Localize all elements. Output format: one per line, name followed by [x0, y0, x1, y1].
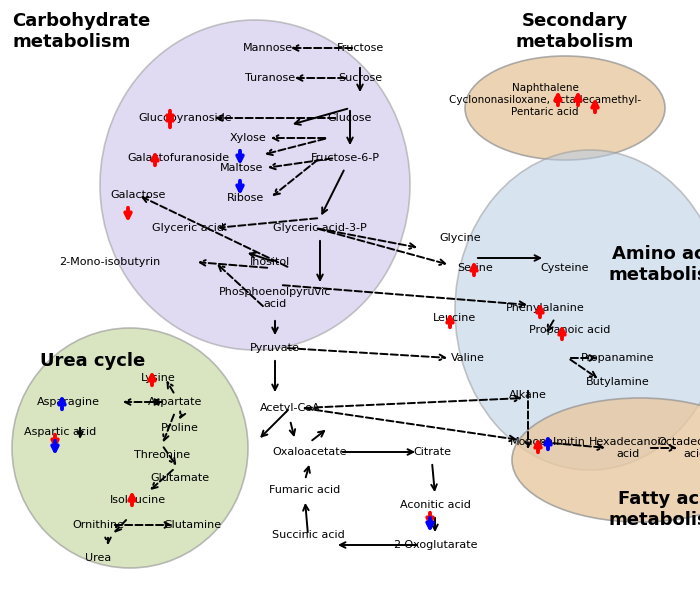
- Text: Pyruvate: Pyruvate: [250, 343, 300, 353]
- Text: Propanamine: Propanamine: [581, 353, 655, 363]
- Text: Proline: Proline: [161, 423, 199, 433]
- Text: Phenylalanine: Phenylalanine: [505, 303, 584, 313]
- Text: Galactose: Galactose: [111, 190, 166, 200]
- Text: Naphthalene
Cyclononasiloxane, octadecamethyl-
Pentaric acid: Naphthalene Cyclononasiloxane, octadecam…: [449, 83, 641, 117]
- Text: Glutamine: Glutamine: [163, 520, 221, 530]
- Text: Lysine: Lysine: [141, 373, 176, 383]
- Text: Hexadecanoic
acid: Hexadecanoic acid: [589, 437, 667, 459]
- Text: Xylose: Xylose: [230, 133, 267, 143]
- Ellipse shape: [512, 398, 700, 522]
- Text: Glyceric acid-3-P: Glyceric acid-3-P: [273, 223, 367, 233]
- Text: Fructose-6-P: Fructose-6-P: [311, 153, 379, 163]
- Text: Butylamine: Butylamine: [586, 377, 650, 387]
- Text: Leucine: Leucine: [433, 313, 477, 323]
- Text: Serine: Serine: [457, 263, 493, 273]
- Text: Fumaric acid: Fumaric acid: [270, 485, 341, 495]
- Text: Succinic acid: Succinic acid: [272, 530, 344, 540]
- Text: Urea cycle: Urea cycle: [40, 352, 146, 370]
- Text: Galactofuranoside: Galactofuranoside: [127, 153, 229, 163]
- Text: Glucopyranoside: Glucopyranoside: [138, 113, 232, 123]
- Text: Citrate: Citrate: [413, 447, 451, 457]
- Ellipse shape: [465, 56, 665, 160]
- Text: Oxaloacetate: Oxaloacetate: [273, 447, 347, 457]
- Text: Amino acid
metabolism: Amino acid metabolism: [609, 245, 700, 284]
- Text: Glutamate: Glutamate: [150, 473, 209, 483]
- Text: Alkane: Alkane: [509, 390, 547, 400]
- Text: Urea: Urea: [85, 553, 111, 563]
- Text: Glycine: Glycine: [439, 233, 481, 243]
- Text: Maltose: Maltose: [220, 163, 264, 173]
- Text: Asparagine: Asparagine: [36, 397, 99, 407]
- Text: Cysteine: Cysteine: [540, 263, 589, 273]
- Text: Carbohydrate
metabolism: Carbohydrate metabolism: [12, 12, 150, 51]
- Text: Valine: Valine: [451, 353, 485, 363]
- Text: Ribose: Ribose: [226, 193, 264, 203]
- Text: Sucrose: Sucrose: [338, 73, 382, 83]
- Ellipse shape: [100, 20, 410, 350]
- Text: Ornithine: Ornithine: [72, 520, 124, 530]
- Text: Isoleucine: Isoleucine: [110, 495, 166, 505]
- Text: Secondary
metabolism: Secondary metabolism: [516, 12, 634, 51]
- Text: Glyceric acid: Glyceric acid: [152, 223, 224, 233]
- Text: Aconitic acid: Aconitic acid: [400, 500, 470, 510]
- Text: 2-Oxoglutarate: 2-Oxoglutarate: [393, 540, 477, 550]
- Text: Fatty acid
metabolism: Fatty acid metabolism: [609, 490, 700, 529]
- Text: Fructose: Fructose: [337, 43, 384, 53]
- Text: Turanose: Turanose: [245, 73, 295, 83]
- Text: Phosphoenolpyruvic
acid: Phosphoenolpyruvic acid: [219, 287, 331, 309]
- Ellipse shape: [12, 328, 248, 568]
- Text: Aspartate: Aspartate: [148, 397, 202, 407]
- Text: 2-Mono-isobutyrin: 2-Mono-isobutyrin: [60, 257, 160, 267]
- Text: Mannose: Mannose: [243, 43, 293, 53]
- Text: Acetyl-CoA: Acetyl-CoA: [260, 403, 321, 413]
- Text: Threonine: Threonine: [134, 450, 190, 460]
- Ellipse shape: [455, 150, 700, 470]
- Text: Propanoic acid: Propanoic acid: [529, 325, 610, 335]
- Text: Octadecanoic
acid: Octadecanoic acid: [657, 437, 700, 459]
- Text: Aspartic acid: Aspartic acid: [24, 427, 96, 437]
- Text: Glucose: Glucose: [328, 113, 372, 123]
- Text: Inositol: Inositol: [250, 257, 290, 267]
- Text: Monopalmitin: Monopalmitin: [510, 437, 586, 447]
